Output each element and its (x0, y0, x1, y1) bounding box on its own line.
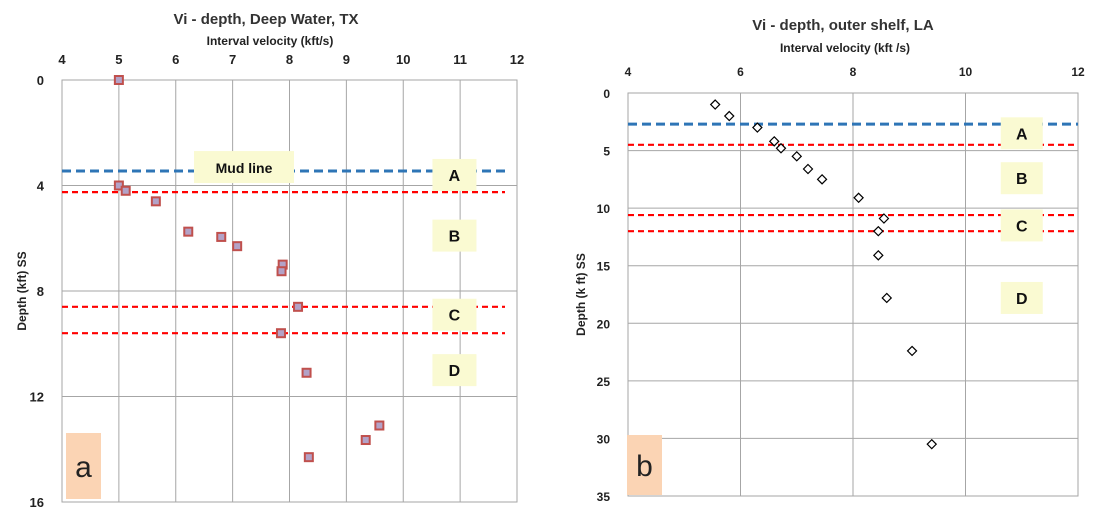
data-point (301, 367, 312, 378)
data-point (120, 185, 131, 196)
data-point (816, 174, 828, 185)
data-point (709, 99, 721, 110)
y-tick-label: 8 (37, 284, 44, 299)
x-tick-label: 12 (510, 52, 524, 67)
data-point (113, 180, 124, 191)
y-tick-label: 20 (597, 317, 611, 331)
y-tick-label: 30 (597, 432, 611, 446)
y-tick-label: 35 (597, 490, 611, 504)
panel-tag-label: a (75, 451, 92, 484)
data-point (113, 75, 124, 85)
x-tick-label: 11 (453, 52, 467, 67)
x-axis-label: Interval velocity (kft /s) (780, 41, 910, 55)
data-point (752, 122, 763, 133)
zone-label: D (449, 363, 461, 380)
x-tick-label: 10 (396, 52, 410, 67)
zone-label-box (1000, 209, 1043, 242)
x-tick-label: 9 (343, 52, 350, 67)
mud-line-label: Mud line (216, 160, 273, 176)
zone-label: C (1016, 218, 1028, 235)
data-point (293, 301, 304, 312)
x-tick-label: 7 (229, 52, 236, 67)
zone-label-box (432, 219, 477, 252)
data-point (881, 292, 893, 304)
data-point (275, 328, 286, 339)
data-point (723, 110, 735, 122)
chart-title: Vi - depth, outer shelf, LA (752, 17, 934, 34)
x-tick-label: 8 (286, 52, 293, 67)
data-point (906, 345, 918, 357)
y-tick-label: 5 (603, 145, 610, 159)
panel-tag-box (627, 435, 662, 495)
x-tick-label: 10 (959, 65, 973, 79)
y-tick-label: 0 (37, 73, 44, 88)
x-tick-label: 8 (850, 65, 857, 79)
y-tick-label: 15 (597, 260, 611, 274)
data-point (216, 231, 227, 242)
x-tick-label: 6 (172, 52, 179, 67)
x-tick-label: 6 (737, 65, 744, 79)
data-point (768, 136, 780, 147)
data-point (872, 225, 884, 237)
y-axis-label: Depth (kft) SS (15, 251, 29, 330)
data-point (232, 241, 243, 252)
zone-label: C (449, 308, 461, 325)
data-point (775, 142, 787, 154)
zone-label-box (1000, 117, 1043, 150)
zone-label-box (432, 158, 477, 191)
mud-line-label-box (194, 151, 294, 184)
x-axis-label: Interval velocity (kft/s) (207, 34, 334, 48)
panel-tag-label: b (636, 450, 653, 483)
data-point (374, 420, 385, 431)
panel-tag-box (66, 433, 101, 499)
data-point (150, 196, 161, 207)
zone-label: B (449, 229, 461, 246)
y-tick-label: 12 (30, 390, 44, 405)
zone-label-box (432, 354, 477, 387)
y-tick-label: 4 (37, 179, 45, 194)
data-point (853, 192, 864, 204)
x-tick-label: 4 (625, 65, 632, 79)
x-tick-label: 5 (115, 52, 122, 67)
data-point (872, 250, 884, 261)
data-point (791, 150, 803, 162)
zone-label: A (449, 168, 461, 185)
data-point (878, 213, 890, 224)
data-point (802, 163, 814, 175)
y-axis-label: Depth (k ft) SS (574, 253, 588, 336)
zone-label: D (1016, 291, 1028, 308)
y-tick-label: 0 (603, 87, 610, 101)
y-tick-label: 10 (597, 202, 611, 216)
data-point (360, 435, 371, 446)
y-tick-label: 16 (30, 495, 44, 510)
data-point (183, 226, 194, 237)
zone-label: A (1016, 126, 1028, 143)
zone-label: B (1016, 171, 1028, 188)
zone-label-box (432, 298, 477, 331)
x-tick-label: 12 (1071, 65, 1085, 79)
y-tick-label: 25 (597, 375, 611, 389)
data-point (276, 266, 287, 277)
chart-title: Vi - depth, Deep Water, TX (173, 11, 358, 28)
chart-outer-shelf-la: 4 6 8 10 12 0 5 10 15 20 25 30 35 Vi - depth, outer s… (574, 17, 1085, 504)
data-point (926, 438, 938, 450)
x-tick-label: 4 (58, 52, 66, 67)
zone-label-box (1000, 162, 1043, 195)
zone-label-box (1000, 281, 1043, 314)
data-point (303, 452, 314, 463)
